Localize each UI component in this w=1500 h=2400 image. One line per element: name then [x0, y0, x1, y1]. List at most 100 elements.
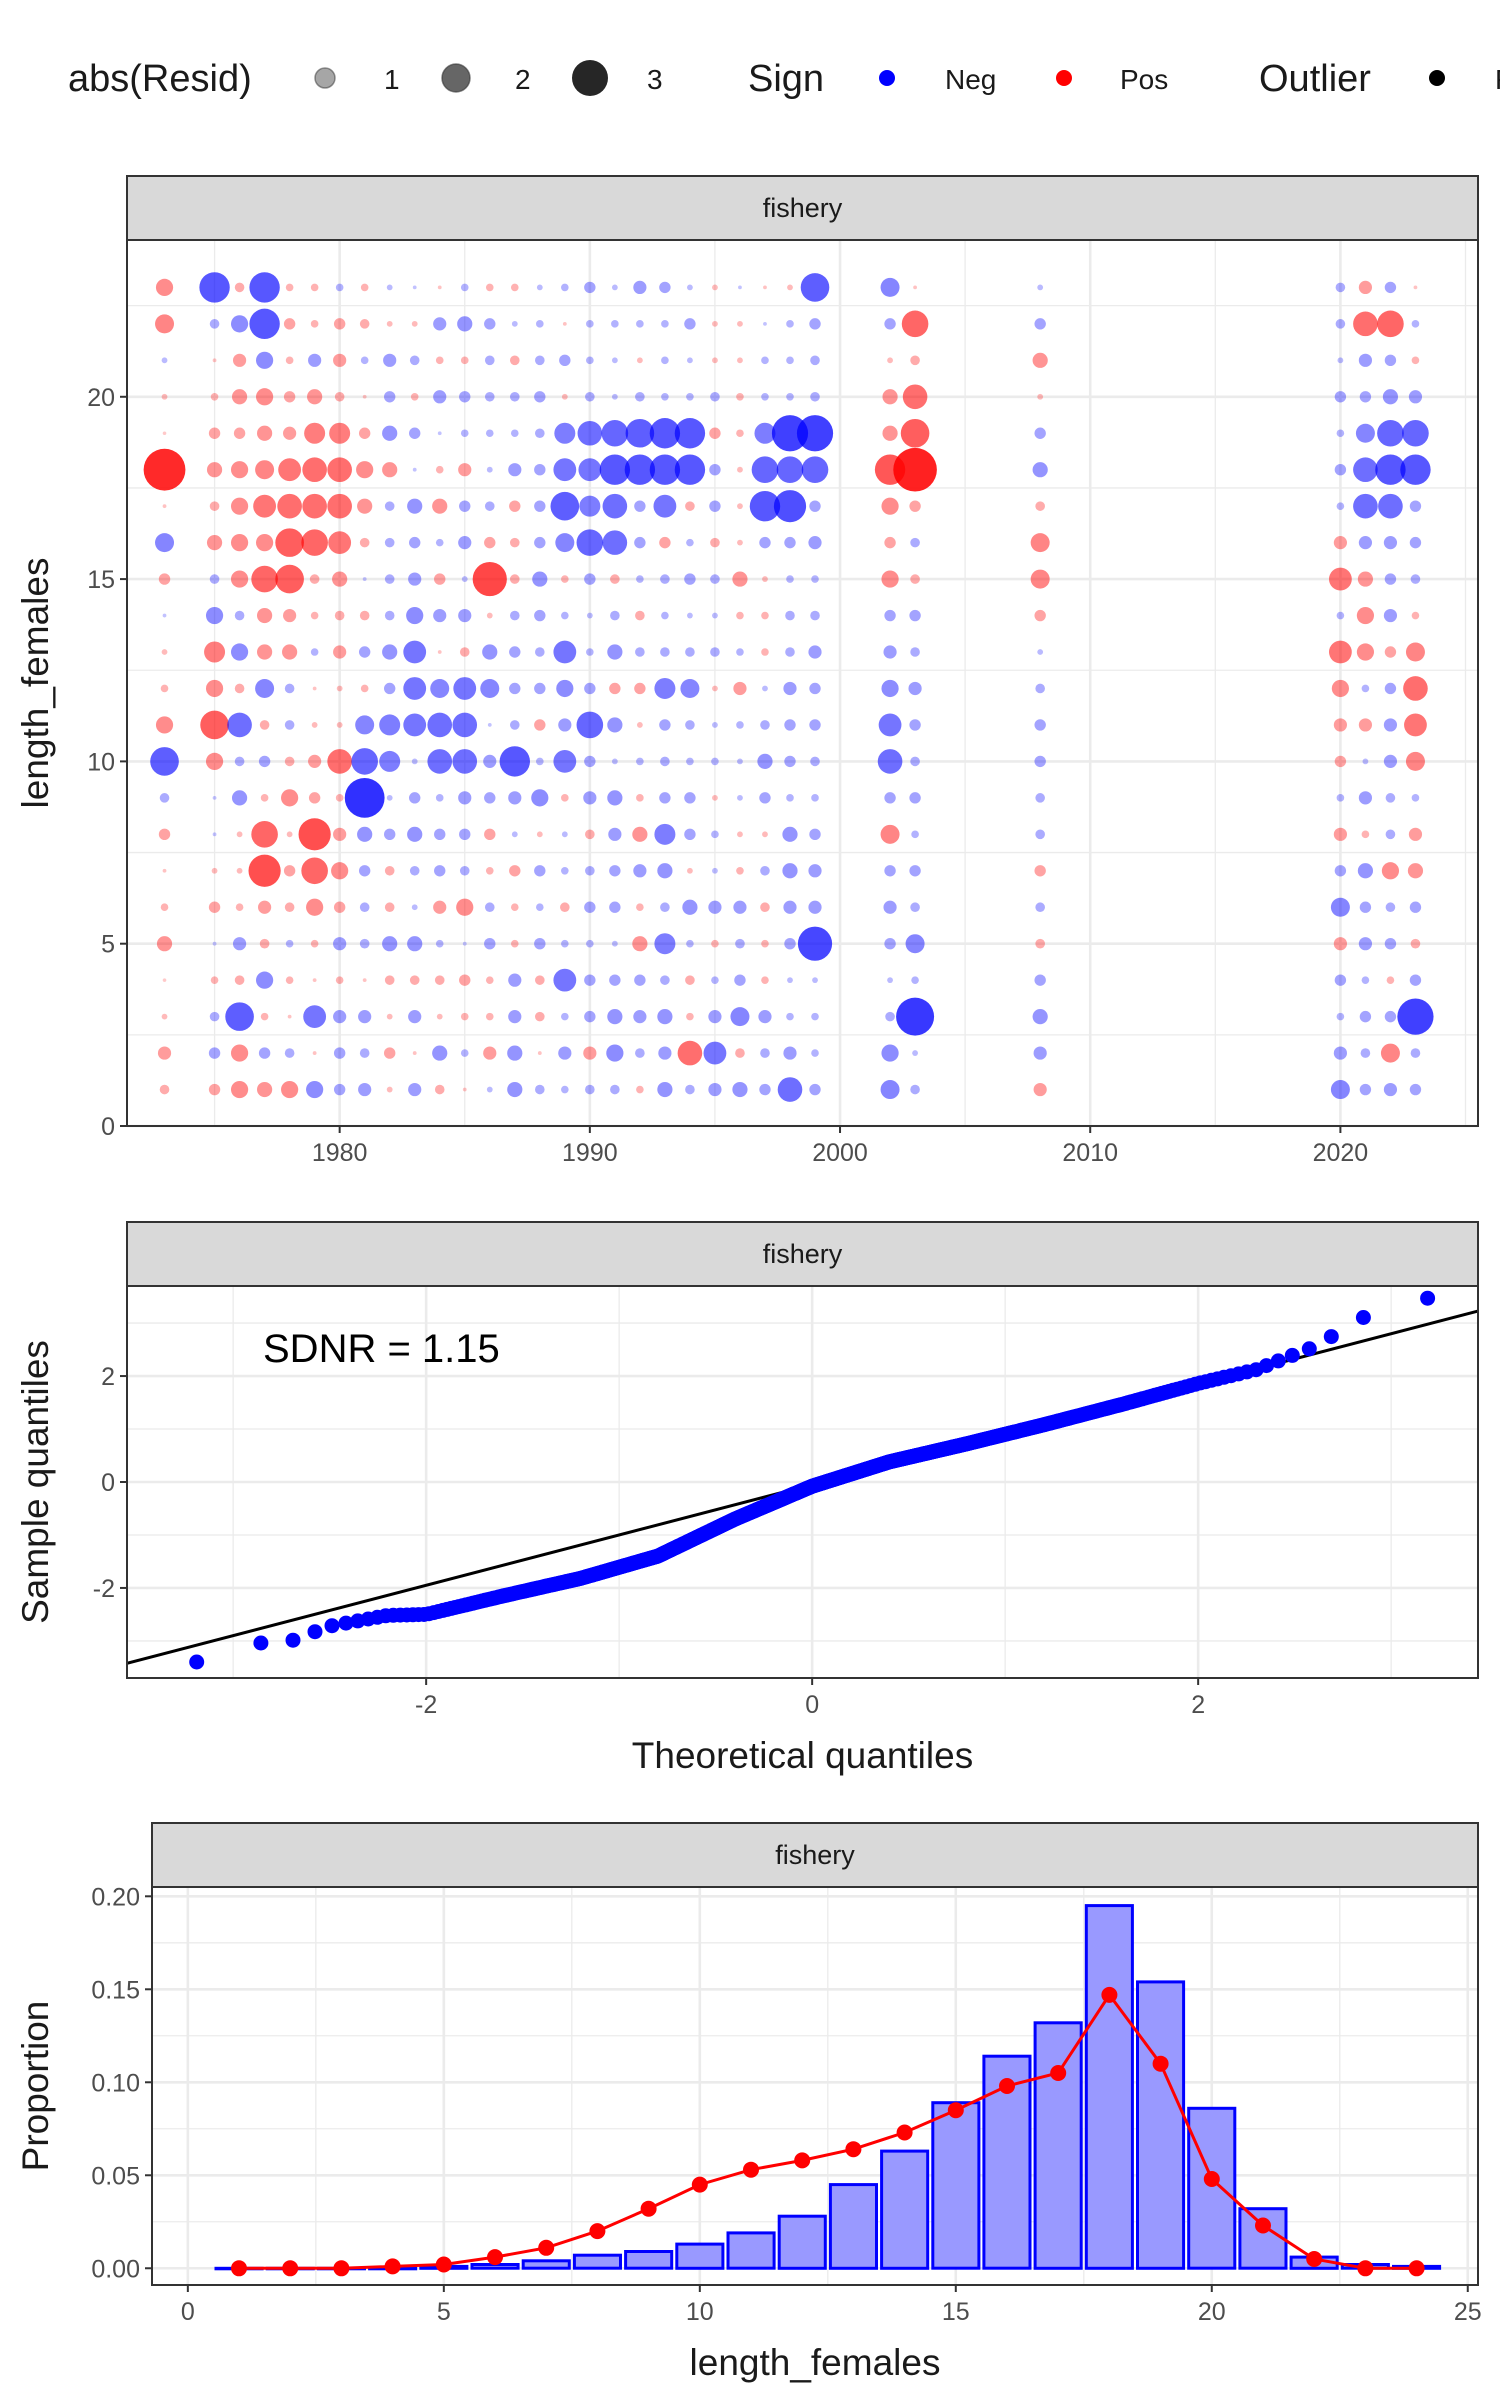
residual-bubble	[534, 865, 546, 877]
residual-bubble	[708, 1010, 722, 1024]
residual-bubble	[386, 284, 393, 291]
legend-size-label-2: 2	[515, 64, 531, 95]
residual-bubble	[684, 573, 696, 585]
residual-bubble	[660, 574, 670, 584]
residual-bubble	[384, 975, 395, 985]
residual-bubble	[199, 272, 230, 303]
residual-bubble	[462, 1087, 467, 1092]
residual-bubble	[910, 647, 920, 657]
residual-bubble	[205, 606, 224, 625]
expected-point	[231, 2260, 247, 2277]
residual-bubble	[155, 533, 175, 553]
residual-bubble	[534, 609, 546, 622]
residual-bubble	[232, 353, 247, 367]
observed-bar	[1033, 2021, 1083, 2270]
residual-bubble	[584, 901, 596, 913]
residual-bubble	[1384, 646, 1397, 658]
residual-bubble	[433, 608, 447, 623]
residual-bubble	[685, 975, 695, 985]
observed-bar	[1136, 1980, 1186, 2270]
residual-bubble	[336, 722, 343, 728]
residual-bubble	[761, 648, 769, 656]
residual-bubble	[1033, 1082, 1047, 1097]
residual-bubble	[434, 865, 446, 877]
x-tick-label: 25	[1454, 2298, 1482, 2326]
residual-bubble	[1333, 718, 1347, 732]
y-tick-label: 15	[87, 566, 115, 594]
legend-outlier-title: Outlier	[1259, 58, 1371, 100]
residual-bubble	[209, 574, 220, 584]
residual-bubble	[156, 936, 173, 952]
residual-bubble	[757, 753, 773, 769]
qq-point	[1323, 1329, 1339, 1345]
residual-bubble	[584, 682, 596, 695]
residual-bubble	[759, 1083, 771, 1096]
residual-bubble	[358, 1010, 372, 1024]
residual-bubble	[327, 749, 352, 774]
legend-sign-key-pos	[1056, 70, 1072, 86]
expected-point	[947, 2102, 964, 2119]
residual-bubble	[910, 902, 920, 913]
residual-bubble	[531, 789, 549, 807]
residual-bubble	[1035, 902, 1045, 913]
residual-bubble	[411, 904, 418, 911]
residual-bubble	[685, 720, 695, 730]
qq-point	[1420, 1290, 1436, 1306]
residual-bubble	[1409, 500, 1422, 512]
residual-bubble	[909, 500, 921, 512]
residual-bubble	[1034, 974, 1046, 986]
residual-bubble	[1035, 829, 1045, 840]
residual-bubble	[1410, 1048, 1421, 1058]
residual-bubble	[674, 418, 706, 449]
residual-bubble	[351, 748, 378, 775]
x-tick-label: 2020	[1313, 1139, 1369, 1167]
residual-bubble	[611, 320, 619, 328]
qq-point	[307, 1624, 323, 1640]
residual-bubble	[578, 458, 602, 482]
residual-bubble	[382, 425, 398, 441]
panel-border	[126, 239, 1479, 1127]
legend-sign-title: Sign	[748, 58, 824, 100]
residual-bubble	[881, 570, 899, 588]
residual-bubble	[284, 756, 295, 767]
residual-bubble	[607, 790, 623, 806]
residual-bubble	[561, 794, 569, 802]
residual-bubble	[1384, 1010, 1397, 1023]
residual-bubble	[282, 644, 298, 660]
residual-bubble	[1353, 311, 1378, 337]
residual-bubble	[661, 611, 669, 620]
residual-bubble	[913, 285, 917, 290]
residual-bubble	[1383, 536, 1398, 550]
residual-bubble	[1330, 897, 1350, 917]
residual-bubble	[1334, 865, 1347, 877]
expected-point	[333, 2260, 350, 2277]
residual-bubble	[433, 390, 447, 404]
residual-bubble	[782, 863, 798, 879]
residual-bubble	[1402, 419, 1429, 447]
residual-bubble	[1034, 865, 1046, 877]
residual-bubble	[257, 644, 273, 660]
residual-bubble	[1328, 640, 1352, 664]
x-tick-label: 2000	[812, 1139, 868, 1167]
residual-bubble	[786, 392, 794, 401]
residual-bubble	[285, 976, 294, 984]
residual-bubble	[206, 535, 223, 551]
residual-bubble	[437, 285, 442, 290]
residual-bubble	[883, 645, 897, 659]
residual-bubble	[660, 975, 670, 985]
residual-bubble	[230, 497, 249, 515]
residual-bubble	[1358, 718, 1373, 732]
residual-bubble	[227, 712, 252, 738]
residual-bubble	[256, 971, 274, 989]
residual-bubble	[881, 497, 899, 515]
residual-bubble	[786, 356, 794, 365]
residual-bubble	[256, 351, 274, 369]
y-tick-label: 0.15	[91, 1976, 140, 2004]
observed-bar	[726, 2231, 776, 2270]
residual-bubble	[1404, 713, 1427, 737]
residual-bubble	[1353, 457, 1378, 483]
residual-bubble	[786, 794, 794, 802]
residual-bubble	[609, 974, 621, 986]
residual-bubble	[712, 357, 718, 364]
